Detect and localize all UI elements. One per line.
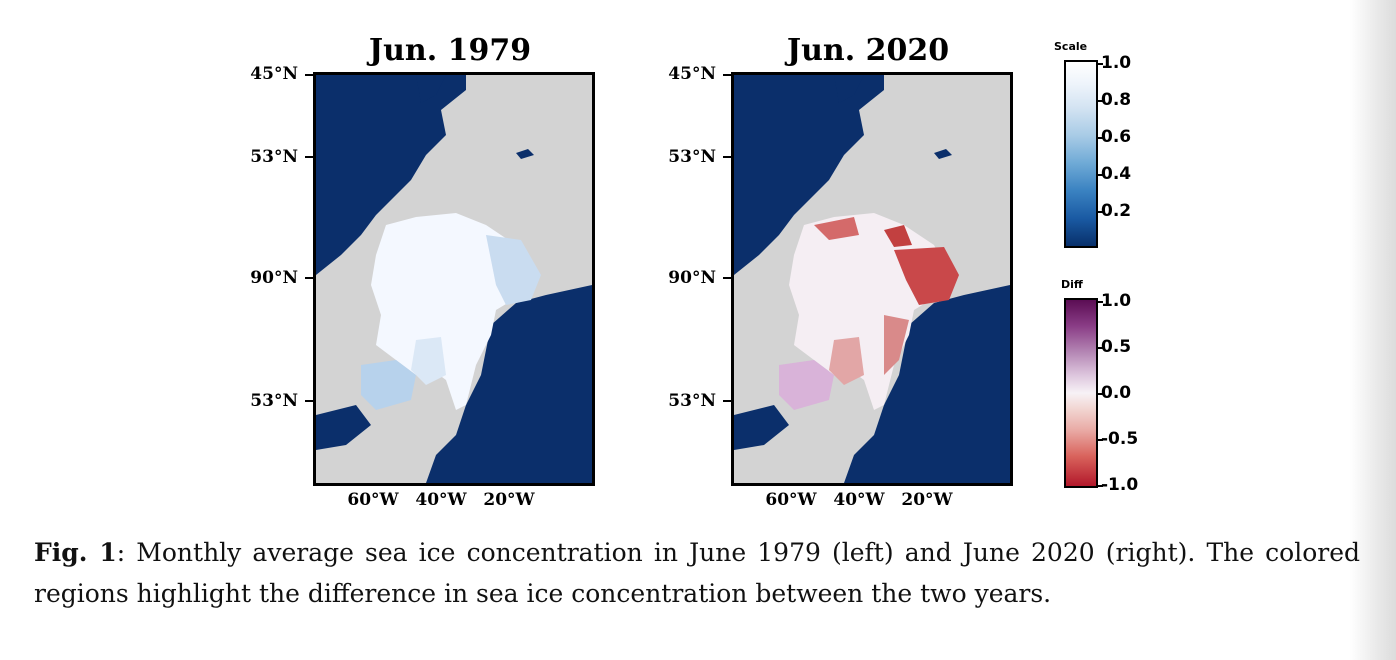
ocean-small-lake bbox=[516, 149, 534, 159]
cb-tick bbox=[1096, 174, 1103, 176]
scale-tick-label: 0.2 bbox=[1101, 201, 1132, 221]
cb-tick bbox=[1096, 439, 1103, 441]
ocean-pacific bbox=[316, 75, 466, 275]
map-title-2020: Jun. 2020 bbox=[786, 33, 950, 68]
ocean-small-lake bbox=[934, 149, 952, 159]
lon-label-20w: 20°W bbox=[901, 490, 953, 510]
diff-tick-label: -0.5 bbox=[1101, 429, 1139, 449]
map-title-1979: Jun. 1979 bbox=[368, 33, 532, 68]
lon-label-20w: 20°W bbox=[483, 490, 535, 510]
cb-tick bbox=[1096, 485, 1103, 487]
cb-tick bbox=[1096, 100, 1103, 102]
diff-gain-hudson bbox=[779, 360, 834, 410]
cb-tick bbox=[1096, 301, 1103, 303]
ocean-atlantic bbox=[426, 285, 592, 483]
ocean-inlet bbox=[834, 75, 864, 103]
diff-colorbar bbox=[1064, 298, 1098, 488]
ocean-inlet bbox=[416, 75, 446, 103]
lat-tick bbox=[305, 400, 313, 402]
scale-tick-label: 0.8 bbox=[1101, 90, 1132, 110]
ocean-southwest bbox=[316, 405, 371, 450]
diff-decline-barents bbox=[894, 247, 959, 305]
cb-tick bbox=[1096, 347, 1103, 349]
ice-archipelago bbox=[411, 337, 446, 385]
lon-label-60w: 60°W bbox=[765, 490, 817, 510]
lat-tick bbox=[305, 156, 313, 158]
diff-decline-greenland bbox=[884, 315, 909, 375]
cb-tick bbox=[1096, 63, 1103, 65]
figure-caption-text: : Monthly average sea ice concentration … bbox=[34, 538, 1361, 608]
diff-decline-patch bbox=[884, 225, 912, 247]
scale-tick-label: 0.4 bbox=[1101, 164, 1132, 184]
cb-tick bbox=[1096, 137, 1103, 139]
lat-label-53n-bottom: 53°N bbox=[250, 391, 298, 411]
ocean-atlantic bbox=[844, 285, 1010, 483]
scale-colorbar-title: Scale bbox=[1054, 40, 1088, 53]
diff-tick-label: -1.0 bbox=[1101, 475, 1139, 495]
diff-tick-label: 0.0 bbox=[1101, 383, 1132, 403]
lat-label-45n: 45°N bbox=[668, 64, 716, 84]
diff-decline-beaufort bbox=[814, 217, 859, 240]
lat-label-53n-bottom: 53°N bbox=[668, 391, 716, 411]
lat-tick bbox=[723, 74, 731, 76]
lon-label-60w: 60°W bbox=[347, 490, 399, 510]
diff-decline-archipelago bbox=[829, 337, 864, 385]
sea-ice-cap bbox=[371, 213, 531, 410]
lat-tick bbox=[305, 277, 313, 279]
figure-caption: Fig. 1: Monthly average sea ice concentr… bbox=[34, 532, 1360, 614]
ice-fringe bbox=[486, 235, 541, 305]
figure-label: Fig. 1 bbox=[34, 538, 117, 567]
lat-label-53n-top: 53°N bbox=[250, 147, 298, 167]
lat-label-53n-top: 53°N bbox=[668, 147, 716, 167]
sea-ice-map-1979 bbox=[313, 72, 595, 486]
scale-tick-label: 0.6 bbox=[1101, 127, 1132, 147]
scale-tick-label: 1.0 bbox=[1101, 53, 1132, 73]
page-edge-shadow bbox=[1350, 0, 1396, 660]
ocean-pacific bbox=[734, 75, 884, 275]
map-2020-canvas bbox=[734, 75, 1010, 483]
ocean-southwest bbox=[734, 405, 789, 450]
map-1979-canvas bbox=[316, 75, 592, 483]
lat-tick bbox=[723, 277, 731, 279]
lon-label-40w: 40°W bbox=[833, 490, 885, 510]
ice-hudson bbox=[361, 360, 416, 410]
diff-tick-label: 1.0 bbox=[1101, 291, 1132, 311]
sea-ice-map-2020 bbox=[731, 72, 1013, 486]
scale-colorbar bbox=[1064, 60, 1098, 248]
diff-colorbar-title: Diff bbox=[1061, 278, 1083, 291]
cb-tick bbox=[1096, 211, 1103, 213]
lat-label-45n: 45°N bbox=[250, 64, 298, 84]
lon-label-40w: 40°W bbox=[415, 490, 467, 510]
lat-tick bbox=[723, 156, 731, 158]
cb-tick bbox=[1096, 393, 1103, 395]
lat-label-90n: 90°N bbox=[250, 268, 298, 288]
lat-tick bbox=[305, 74, 313, 76]
diff-tick-label: 0.5 bbox=[1101, 337, 1132, 357]
lat-label-90n: 90°N bbox=[668, 268, 716, 288]
lat-tick bbox=[723, 400, 731, 402]
